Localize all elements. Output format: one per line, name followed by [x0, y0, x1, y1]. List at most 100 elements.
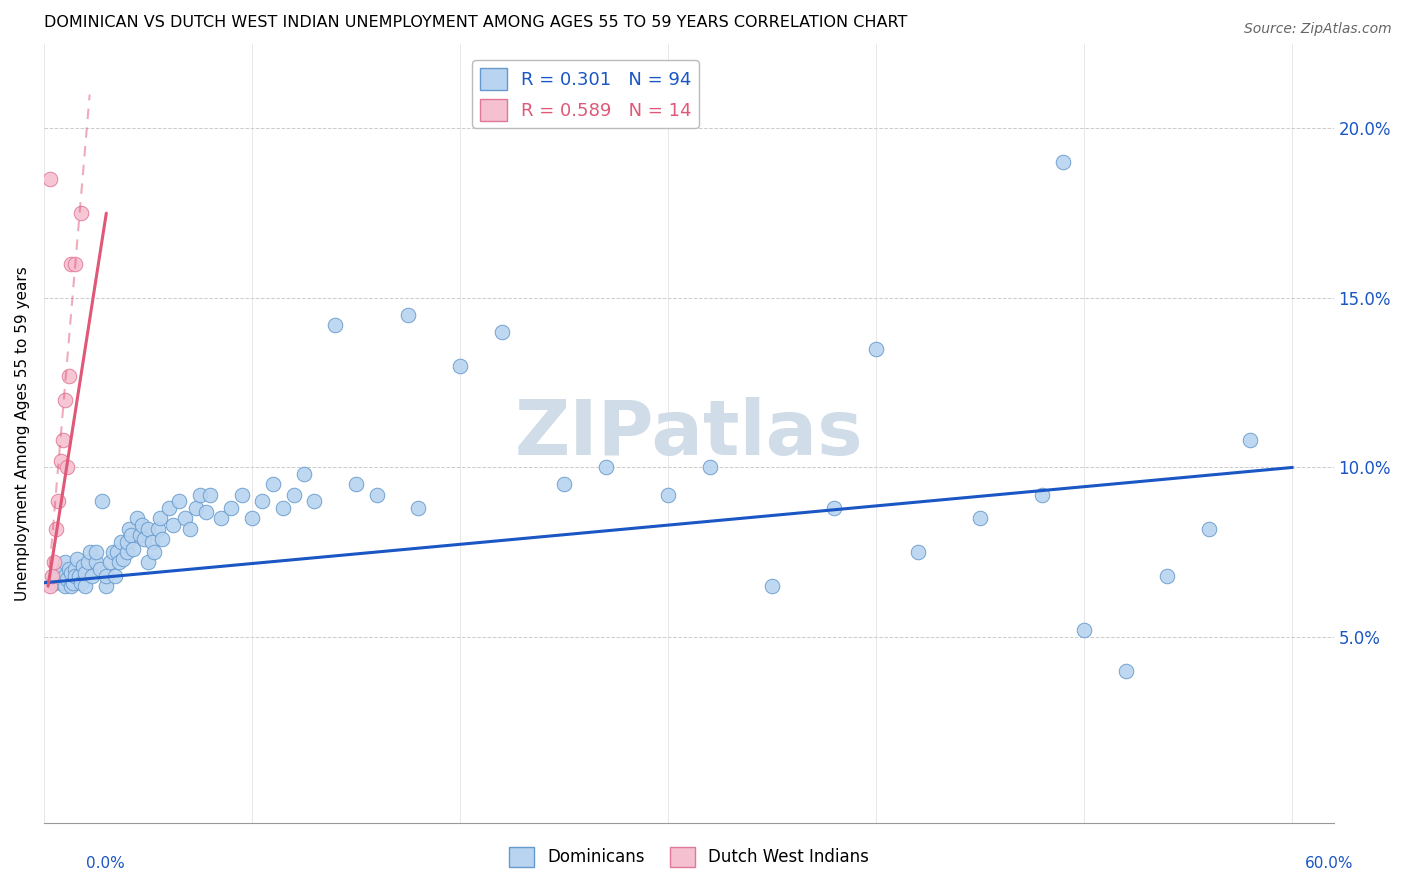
Point	[657, 487, 679, 501]
Point	[53, 579, 76, 593]
Point	[70, 575, 93, 590]
Point	[49, 453, 72, 467]
Point	[1115, 664, 1137, 678]
Point	[141, 535, 163, 549]
Point	[699, 460, 721, 475]
Point	[55, 460, 77, 475]
Text: 0.0%: 0.0%	[86, 856, 125, 871]
Point	[143, 545, 166, 559]
Point	[44, 556, 66, 570]
Point	[59, 566, 82, 580]
Point	[366, 487, 388, 501]
Point	[262, 477, 284, 491]
Point	[553, 477, 575, 491]
Point	[136, 556, 159, 570]
Text: 60.0%: 60.0%	[1305, 856, 1353, 871]
Point	[823, 501, 845, 516]
Point	[209, 511, 232, 525]
Point	[62, 575, 84, 590]
Point	[58, 368, 80, 383]
Point	[39, 172, 62, 186]
Point	[84, 545, 107, 559]
Point	[1198, 521, 1220, 535]
Point	[52, 562, 75, 576]
Point	[59, 579, 82, 593]
Point	[89, 562, 111, 576]
Point	[1052, 155, 1074, 169]
Point	[969, 511, 991, 525]
Point	[188, 487, 211, 501]
Point	[70, 206, 93, 220]
Y-axis label: Unemployment Among Ages 55 to 59 years: Unemployment Among Ages 55 to 59 years	[15, 266, 30, 601]
Point	[120, 528, 142, 542]
Point	[48, 569, 70, 583]
Point	[118, 521, 141, 535]
Point	[149, 511, 172, 525]
Point	[84, 556, 107, 570]
Point	[157, 501, 180, 516]
Point	[101, 545, 124, 559]
Point	[115, 545, 138, 559]
Point	[162, 518, 184, 533]
Point	[49, 575, 72, 590]
Point	[107, 556, 129, 570]
Point	[122, 541, 145, 556]
Point	[45, 521, 67, 535]
Point	[1073, 624, 1095, 638]
Point	[53, 569, 76, 583]
Point	[39, 579, 62, 593]
Point	[148, 521, 170, 535]
Point	[283, 487, 305, 501]
Point	[52, 434, 75, 448]
Point	[75, 566, 97, 580]
Point	[63, 569, 86, 583]
Point	[63, 257, 86, 271]
Point	[200, 487, 222, 501]
Point	[231, 487, 253, 501]
Point	[66, 552, 89, 566]
Point	[136, 521, 159, 535]
Point	[152, 532, 174, 546]
Point	[761, 579, 783, 593]
Point	[292, 467, 315, 482]
Point	[1156, 569, 1178, 583]
Point	[491, 325, 513, 339]
Point	[96, 569, 118, 583]
Point	[110, 535, 132, 549]
Point	[53, 392, 76, 407]
Point	[115, 535, 138, 549]
Point	[128, 528, 150, 542]
Point	[58, 562, 80, 576]
Point	[1031, 487, 1053, 501]
Point	[63, 562, 86, 576]
Point	[174, 511, 197, 525]
Point	[53, 556, 76, 570]
Point	[184, 501, 207, 516]
Point	[111, 552, 134, 566]
Point	[252, 494, 274, 508]
Text: ZIPatlas: ZIPatlas	[515, 397, 863, 471]
Point	[240, 511, 263, 525]
Point	[449, 359, 471, 373]
Point	[323, 318, 346, 332]
Point	[75, 579, 97, 593]
Point	[96, 579, 118, 593]
Point	[396, 308, 419, 322]
Point	[105, 545, 128, 559]
Point	[104, 569, 127, 583]
Text: DOMINICAN VS DUTCH WEST INDIAN UNEMPLOYMENT AMONG AGES 55 TO 59 YEARS CORRELATIO: DOMINICAN VS DUTCH WEST INDIAN UNEMPLOYM…	[44, 15, 907, 30]
Point	[195, 504, 218, 518]
Point	[91, 494, 114, 508]
Point	[41, 569, 63, 583]
Point	[179, 521, 201, 535]
Point	[127, 511, 149, 525]
Point	[44, 575, 66, 590]
Point	[132, 532, 155, 546]
Legend: R = 0.301   N = 94, R = 0.589   N = 14: R = 0.301 N = 94, R = 0.589 N = 14	[472, 61, 699, 128]
Point	[1239, 434, 1261, 448]
Point	[55, 573, 77, 587]
Point	[48, 494, 70, 508]
Point	[344, 477, 367, 491]
Point	[59, 257, 82, 271]
Point	[131, 518, 153, 533]
